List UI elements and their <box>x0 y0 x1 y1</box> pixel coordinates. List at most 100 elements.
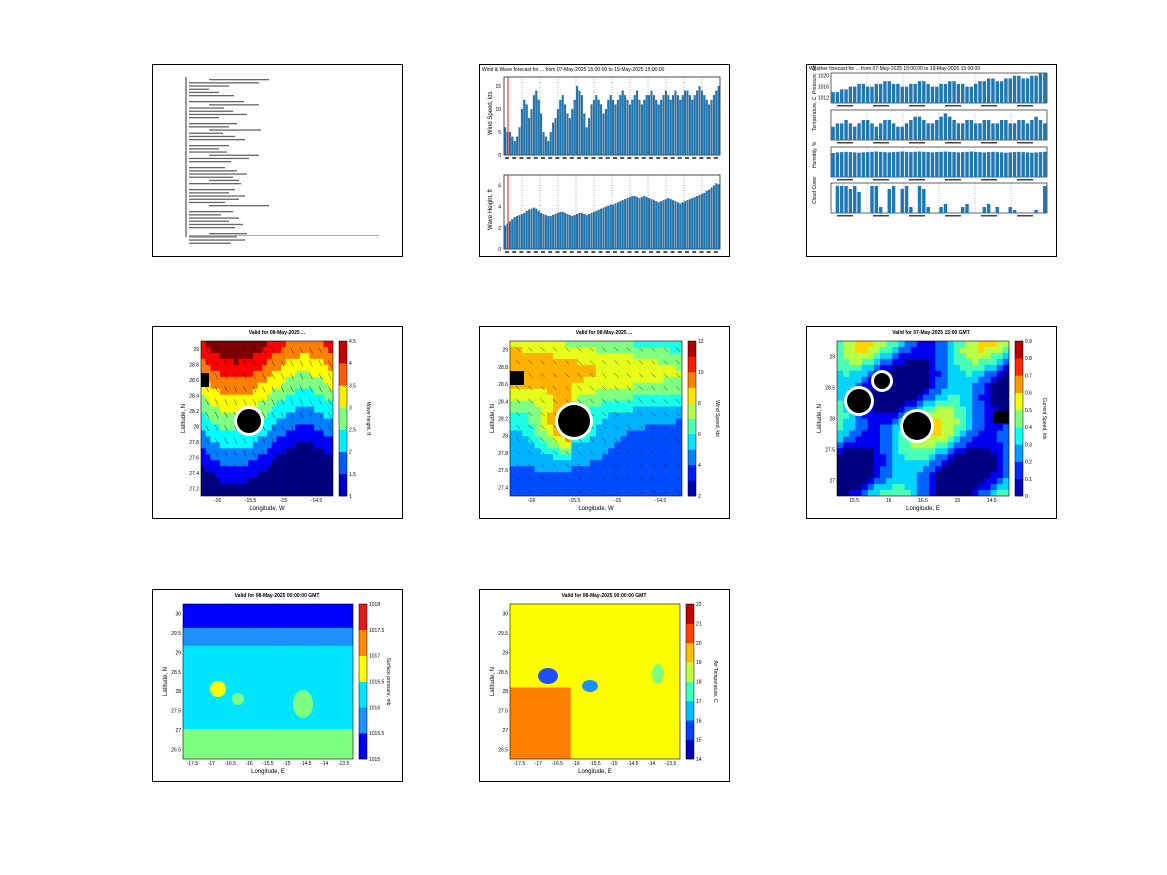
bar <box>999 152 1004 177</box>
field-cell <box>510 645 517 653</box>
field-cell <box>298 609 305 617</box>
field-cell <box>935 454 942 461</box>
field-cell <box>304 424 310 431</box>
surface-pressure-map: Valid for 08-May-2025 00:00:00 GMT -17.5-… <box>152 589 403 782</box>
bar <box>1043 186 1047 213</box>
field-cell <box>546 472 554 479</box>
field-cell <box>655 639 663 647</box>
field-cell <box>510 418 517 425</box>
wind-direction-arrow <box>651 398 656 404</box>
field-cell <box>843 442 850 449</box>
field-cell <box>528 442 535 449</box>
field-cell <box>340 741 348 748</box>
field-cell <box>510 639 517 647</box>
field-cell <box>996 490 1004 496</box>
field-cell <box>314 370 320 378</box>
field-cell <box>522 669 529 676</box>
field-cell <box>669 418 677 425</box>
field-cell <box>255 741 263 748</box>
field-cell <box>661 657 669 665</box>
field-cell <box>243 454 249 461</box>
wind-direction-arrow <box>540 450 545 455</box>
field-cell <box>540 418 548 425</box>
field-cell <box>880 454 887 461</box>
field-cell <box>959 436 967 443</box>
field-cell <box>637 741 644 748</box>
field-cell <box>602 346 609 354</box>
field-cell <box>271 346 277 354</box>
field-cell <box>546 394 554 402</box>
field-cell <box>207 609 214 617</box>
field-cell <box>637 663 644 670</box>
field-cell <box>189 657 196 665</box>
y-tick-label: 29 <box>829 355 835 361</box>
field-cell <box>595 753 602 759</box>
text-line <box>189 132 223 134</box>
colorbar-segment <box>686 604 694 624</box>
field-cell <box>546 693 553 700</box>
field-cell <box>941 370 948 378</box>
field-cell <box>310 693 317 700</box>
field-cell <box>953 412 961 419</box>
field-cell <box>601 729 608 736</box>
field-cell <box>929 400 936 407</box>
field-cell <box>207 615 214 623</box>
wave-direction-arrow <box>262 489 266 496</box>
field-cell <box>189 741 196 748</box>
field-cell <box>588 675 596 682</box>
field-cell <box>571 352 578 360</box>
field-cell <box>559 394 566 402</box>
field-cell <box>867 346 875 354</box>
field-cell <box>237 645 245 653</box>
bar <box>710 99 713 156</box>
field-cell <box>625 717 632 724</box>
field-cell <box>552 639 559 647</box>
x-tick-label <box>909 179 925 181</box>
field-cell <box>528 604 535 611</box>
field-cell <box>589 430 597 437</box>
field-cell <box>237 717 245 724</box>
field-cell <box>588 747 596 754</box>
field-cell <box>534 442 542 449</box>
wave-direction-arrow <box>290 411 294 419</box>
field-cell <box>237 627 245 635</box>
bar <box>956 83 961 103</box>
field-cell <box>285 430 291 437</box>
field-cell <box>255 657 263 665</box>
field-cell <box>540 711 547 718</box>
field-cell <box>596 406 603 413</box>
field-cell <box>861 418 869 425</box>
text-line <box>189 157 249 160</box>
field-cell <box>631 747 638 754</box>
field-cell <box>237 735 245 742</box>
field-cell <box>935 484 942 491</box>
field-cell <box>655 651 663 659</box>
field-cell <box>224 382 230 390</box>
wind-direction-arrow <box>663 398 668 404</box>
field-cell <box>910 442 918 449</box>
bar <box>1034 75 1038 103</box>
field-cell <box>274 705 281 712</box>
field-cell <box>619 699 626 706</box>
x-tick-label <box>670 157 675 159</box>
colorbar-tick-label: 2.5 <box>349 428 356 434</box>
field-cell <box>219 675 226 682</box>
y-tick-label: 5 <box>498 130 501 136</box>
field-cell <box>268 633 275 641</box>
field-cell <box>582 729 590 736</box>
field-cell <box>632 430 640 437</box>
field-cell <box>582 705 590 712</box>
field-cell <box>213 609 220 617</box>
y-tick-label: 10 <box>495 107 501 113</box>
bar <box>840 89 844 103</box>
bar <box>982 152 987 177</box>
field-cell <box>210 352 216 360</box>
field-cell <box>637 615 644 623</box>
field-cell <box>261 669 269 676</box>
field-cell <box>522 735 529 742</box>
field-cell <box>268 681 275 688</box>
field-cell <box>316 729 324 736</box>
field-cell <box>225 621 232 629</box>
field-cell <box>300 424 306 431</box>
wind-direction-arrow <box>516 398 521 404</box>
